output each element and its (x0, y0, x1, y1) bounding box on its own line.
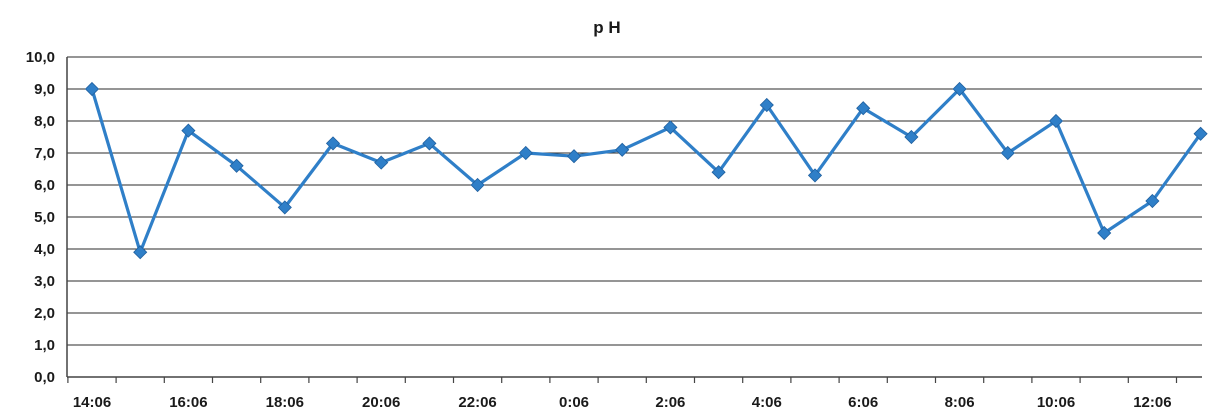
y-tick-label-8: 8,0 (34, 113, 55, 130)
data-point-19 (1000, 145, 1015, 161)
y-tick-label-6: 6,0 (34, 177, 55, 194)
data-point-3 (229, 158, 244, 173)
data-point-20 (1048, 113, 1064, 129)
y-tick-label-3: 3,0 (34, 273, 55, 290)
x-tick-label-8: 6:06 (848, 394, 878, 411)
data-point-14 (759, 97, 774, 113)
data-point-23 (1193, 126, 1208, 141)
data-point-0 (84, 81, 100, 97)
data-point-1 (133, 245, 148, 260)
x-tick-label-9: 8:06 (945, 394, 975, 411)
data-point-7 (422, 136, 437, 151)
x-tick-label-6: 2:06 (655, 394, 685, 411)
x-tick-label-3: 20:06 (362, 394, 400, 411)
y-tick-label-1: 1,0 (34, 337, 55, 354)
data-point-8 (470, 177, 485, 193)
x-tick-label-4: 22:06 (458, 394, 496, 411)
y-tick-label-7: 7,0 (34, 145, 55, 162)
x-tick-label-1: 16:06 (169, 394, 207, 411)
y-axis-tick-labels: 0,0 1,0 2,0 3,0 4,0 5,0 6,0 7,0 8,0 9,0 10,0 (26, 49, 55, 386)
data-point-11 (615, 142, 630, 157)
x-tick-label-10: 10:06 (1037, 394, 1075, 411)
axes (66, 57, 1202, 383)
data-point-17 (904, 129, 919, 145)
data-point-16 (856, 101, 871, 116)
y-tick-label-4: 4,0 (34, 241, 55, 258)
y-tick-label-0: 0,0 (34, 369, 55, 386)
series-group (84, 81, 1208, 260)
data-point-2 (181, 123, 196, 138)
chart-title: p H (593, 18, 620, 37)
data-point-6 (374, 155, 389, 170)
data-point-5 (325, 136, 341, 151)
x-axis-tick-labels: 14:06 16:06 18:06 20:06 22:06 0:06 2:06 4:06 6:0… (73, 394, 1172, 411)
data-point-18 (952, 81, 967, 97)
data-point-10 (566, 149, 582, 164)
data-point-15 (807, 168, 823, 183)
y-tick-label-9: 9,0 (34, 81, 55, 98)
y-tick-label-2: 2,0 (34, 305, 55, 322)
y-tick-label-10: 10,0 (26, 49, 55, 66)
gridlines (67, 56, 1202, 346)
data-point-22 (1145, 193, 1160, 209)
data-point-21 (1097, 225, 1112, 241)
series-line-0 (90, 87, 1203, 254)
x-tick-label-5: 0:06 (559, 394, 589, 411)
x-tick-label-2: 18:06 (266, 394, 304, 411)
data-point-9 (518, 145, 533, 161)
x-tick-label-7: 4:06 (752, 394, 782, 411)
y-tick-label-5: 5,0 (34, 209, 55, 226)
data-point-13 (711, 165, 726, 180)
data-point-4 (277, 200, 292, 215)
x-tick-label-0: 14:06 (73, 394, 111, 411)
data-point-12 (663, 120, 678, 135)
x-tick-label-11: 12:06 (1133, 394, 1171, 411)
